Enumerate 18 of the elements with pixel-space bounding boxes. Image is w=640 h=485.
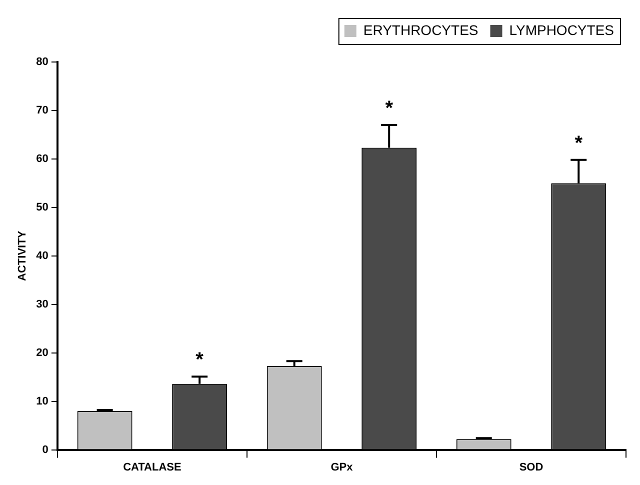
x-tick-label: GPx — [330, 461, 354, 474]
y-tick-label: 20 — [36, 346, 48, 359]
y-tick-label: 70 — [36, 104, 48, 117]
y-tick-label: 60 — [36, 152, 48, 165]
legend-label: ERYTHROCYTES — [363, 22, 478, 38]
y-tick-label: 10 — [36, 395, 48, 408]
annotation: * — [196, 349, 204, 372]
annotation: * — [574, 132, 583, 154]
x-tick-label: CATALASE — [123, 461, 182, 474]
y-tick-label: 40 — [36, 250, 48, 262]
legend-label: LYMPHOCYTES — [509, 22, 614, 38]
y-axis-title: ACTIVITY — [16, 230, 29, 281]
y-tick-label: 50 — [36, 201, 48, 214]
y-tick-label: 0 — [42, 444, 48, 456]
x-tick-label: SOD — [519, 461, 544, 474]
y-tick-label: 30 — [36, 298, 48, 310]
annotation: * — [385, 98, 394, 120]
y-tick-label: 80 — [36, 56, 48, 68]
